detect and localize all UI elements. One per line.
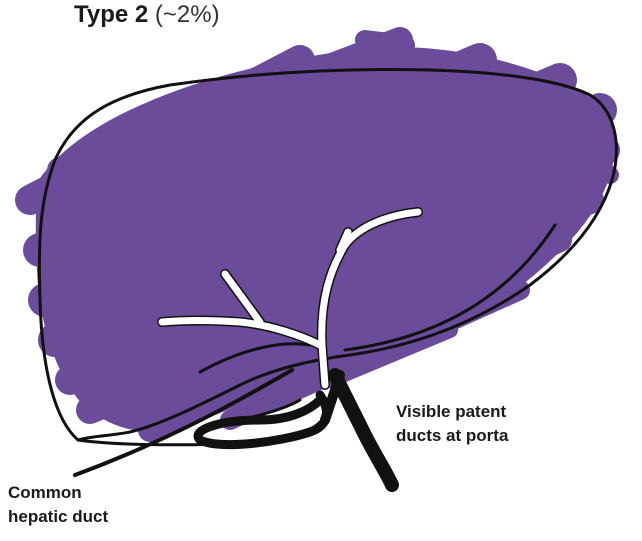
- label-patent-ducts-line-1: Visible patent: [396, 402, 507, 421]
- title-type: Type 2: [74, 1, 149, 28]
- title-percentage: (~2%): [154, 1, 220, 28]
- common-hepatic-duct: [73, 368, 399, 492]
- label-chd-line-2: hepatic duct: [8, 507, 109, 526]
- label-patent-ducts-line-2: ducts at porta: [396, 426, 509, 445]
- label-chd-line-1: Common: [8, 483, 82, 502]
- label-patent-ducts: Visible patent ducts at porta: [396, 400, 508, 448]
- diagram-title: Type 2 (~2%): [74, 1, 220, 29]
- label-common-hepatic-duct: Common hepatic duct: [8, 481, 108, 529]
- patent-ducts: [157, 207, 423, 390]
